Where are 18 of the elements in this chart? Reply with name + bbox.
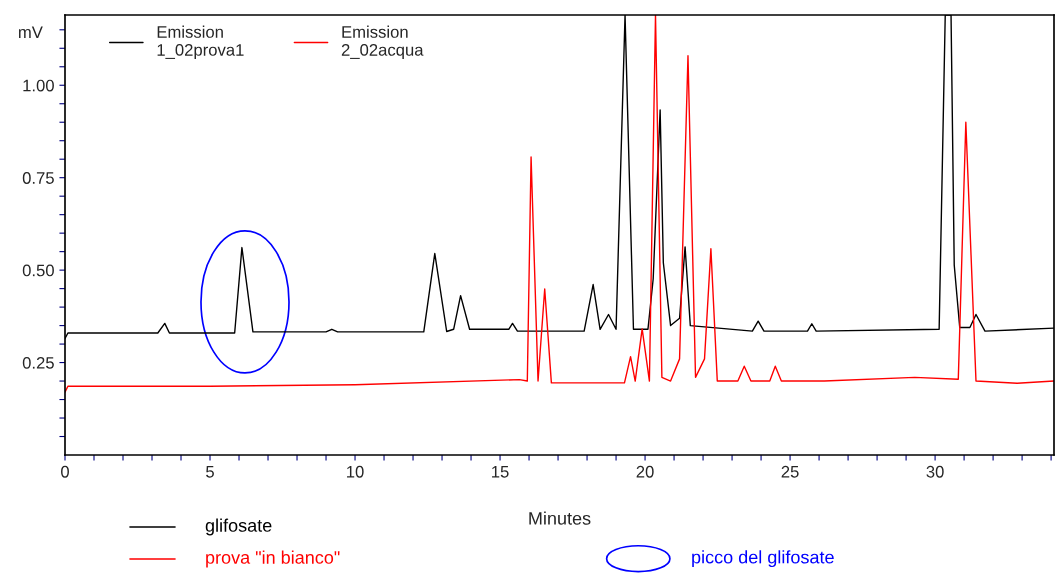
x-tick-label: 20 xyxy=(636,465,654,478)
text: prova "in bianco" xyxy=(206,550,340,568)
y-tick-label: 0.25 xyxy=(22,356,54,369)
x-axis-title: Minutes xyxy=(529,511,591,525)
x-tick-label: 30 xyxy=(926,465,944,478)
legend-label: Emission 1_02prova1 xyxy=(157,25,244,60)
y-axis-title: mV xyxy=(18,26,43,38)
legend-label: Emission 2_02acqua xyxy=(341,25,424,60)
x-tick-label: 10 xyxy=(347,465,364,478)
x-tick-label: 0 xyxy=(61,465,69,478)
text: picco del glifosate xyxy=(692,550,834,568)
y-tick-label: 0.75 xyxy=(22,172,54,184)
text: glifosate xyxy=(205,518,272,536)
x-tick-label: 5 xyxy=(206,466,214,478)
x-tick-label: 25 xyxy=(781,465,799,478)
y-tick-label: 0.50 xyxy=(22,264,54,277)
x-tick-label: 15 xyxy=(492,466,509,478)
y-tick-label: 1.00 xyxy=(23,79,54,92)
